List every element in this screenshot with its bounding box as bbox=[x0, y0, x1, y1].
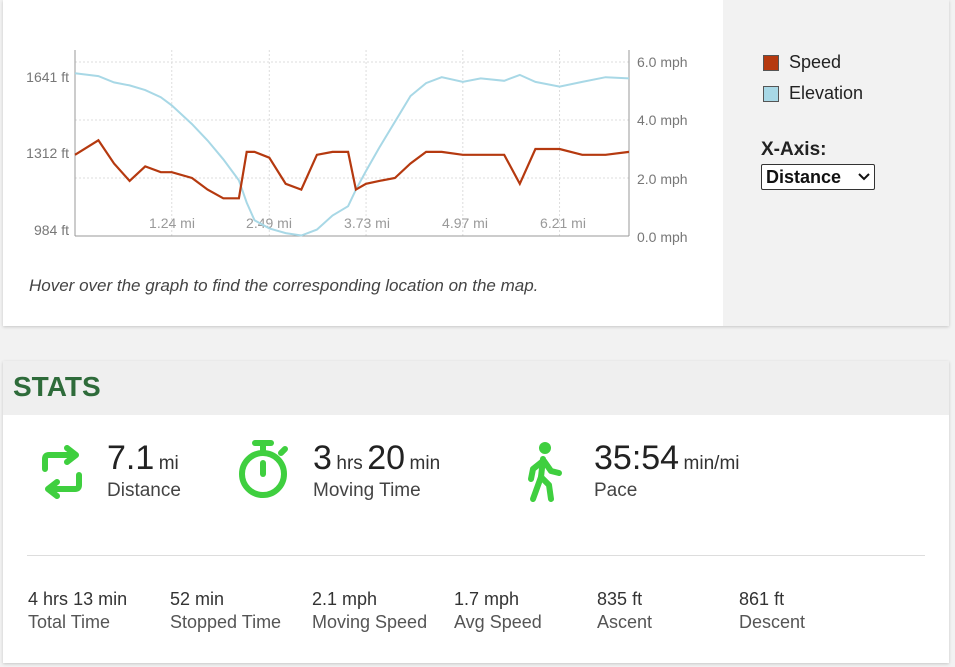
ascent-value: 835 bbox=[597, 589, 628, 609]
x-tick: 2.49 mi bbox=[246, 215, 292, 231]
total-time-min: 13 bbox=[73, 589, 94, 609]
route-arrows-icon bbox=[42, 445, 82, 499]
walking-person-icon bbox=[528, 442, 562, 502]
total-time-min-unit: min bbox=[98, 589, 128, 609]
moving-min-value: 20 bbox=[367, 439, 406, 477]
pace-label: Pace bbox=[594, 480, 638, 501]
distance-stat: 7.1 mi Distance bbox=[107, 439, 181, 502]
avg-speed-label: Avg Speed bbox=[454, 612, 542, 632]
y-right-tick: 0.0 mph bbox=[637, 229, 688, 245]
ascent-label: Ascent bbox=[597, 612, 653, 632]
descent-unit: ft bbox=[774, 589, 785, 609]
chart-controls-panel: Speed Elevation X-Axis: Distance bbox=[723, 0, 949, 326]
chart-plot[interactable]: 1641 ft 1312 ft 984 ft 6.0 mph 4.0 mph 2… bbox=[3, 0, 723, 260]
y-left-tick: 1312 ft bbox=[26, 145, 69, 161]
moving-min-unit: min bbox=[409, 453, 441, 474]
chart-hint-text: Hover over the graph to find the corresp… bbox=[29, 276, 539, 295]
pace-stat: 35:54 min/mi Pace bbox=[594, 439, 740, 502]
speed-swatch bbox=[763, 54, 779, 71]
legend-elevation[interactable]: Elevation bbox=[763, 83, 863, 104]
total-time-stat: 4 hrs 13 min Total Time bbox=[28, 589, 127, 633]
total-time-label: Total Time bbox=[28, 612, 111, 632]
y-right-tick: 4.0 mph bbox=[637, 112, 688, 128]
descent-value: 861 bbox=[739, 589, 770, 609]
stopped-time-label: Stopped Time bbox=[170, 612, 282, 632]
legend-speed-label: Speed bbox=[789, 52, 842, 72]
moving-speed-stat: 2.1 mph Moving Speed bbox=[312, 589, 427, 633]
avg-speed-value: 1.7 bbox=[454, 589, 480, 609]
x-axis-select-value: Distance bbox=[766, 166, 842, 187]
x-axis-select[interactable]: Distance bbox=[761, 164, 875, 190]
stats-title: STATS bbox=[13, 371, 101, 402]
moving-speed-unit: mph bbox=[342, 589, 378, 609]
legend-speed[interactable]: Speed bbox=[763, 52, 841, 73]
pace-value: 35:54 bbox=[594, 439, 680, 477]
distance-label: Distance bbox=[107, 480, 181, 501]
stopped-time-unit: min bbox=[195, 589, 225, 609]
moving-speed-value: 2.1 bbox=[312, 589, 338, 609]
elevation-swatch bbox=[763, 85, 779, 102]
descent-label: Descent bbox=[739, 612, 806, 632]
stats-header: STATS bbox=[3, 361, 949, 415]
x-tick: 6.21 mi bbox=[540, 215, 586, 231]
speed-series-line bbox=[74, 138, 630, 200]
ascent-unit: ft bbox=[632, 589, 643, 609]
avg-speed-stat: 1.7 mph Avg Speed bbox=[454, 589, 542, 633]
y-left-tick: 1641 ft bbox=[26, 69, 69, 85]
descent-stat: 861 ft Descent bbox=[739, 589, 805, 633]
total-time-hrs: 4 bbox=[28, 589, 39, 609]
stats-card: STATS 7.1 mi Distance 3 hrs 20 min Movin… bbox=[3, 361, 949, 663]
stats-divider bbox=[27, 555, 925, 556]
x-tick: 3.73 mi bbox=[344, 215, 390, 231]
distance-unit: mi bbox=[158, 453, 179, 474]
y-left-tick: 984 ft bbox=[34, 222, 69, 238]
avg-speed-unit: mph bbox=[484, 589, 520, 609]
distance-value: 7.1 bbox=[107, 439, 155, 477]
stopped-time-stat: 52 min Stopped Time bbox=[170, 589, 281, 633]
ascent-stat: 835 ft Ascent bbox=[597, 589, 652, 633]
x-axis-label: X-Axis: bbox=[761, 139, 827, 160]
x-tick: 1.24 mi bbox=[149, 215, 195, 231]
chevron-down-icon bbox=[858, 173, 870, 181]
moving-speed-label: Moving Speed bbox=[312, 612, 428, 632]
stopwatch-icon bbox=[239, 440, 288, 498]
y-right-tick: 6.0 mph bbox=[637, 54, 688, 70]
moving-hrs-unit: hrs bbox=[336, 453, 363, 474]
pace-unit: min/mi bbox=[683, 453, 740, 474]
y-right-tick: 2.0 mph bbox=[637, 171, 688, 187]
x-tick: 4.97 mi bbox=[442, 215, 488, 231]
legend-elevation-label: Elevation bbox=[789, 83, 864, 103]
stopped-time-value: 52 bbox=[170, 589, 191, 609]
moving-hrs-value: 3 bbox=[313, 439, 332, 477]
moving-time-stat: 3 hrs 20 min Moving Time bbox=[313, 439, 440, 502]
total-time-hrs-unit: hrs bbox=[43, 589, 69, 609]
elevation-series-line bbox=[74, 72, 630, 237]
elevation-speed-chart-card: 1641 ft 1312 ft 984 ft 6.0 mph 4.0 mph 2… bbox=[3, 0, 949, 326]
moving-time-label: Moving Time bbox=[313, 480, 421, 501]
